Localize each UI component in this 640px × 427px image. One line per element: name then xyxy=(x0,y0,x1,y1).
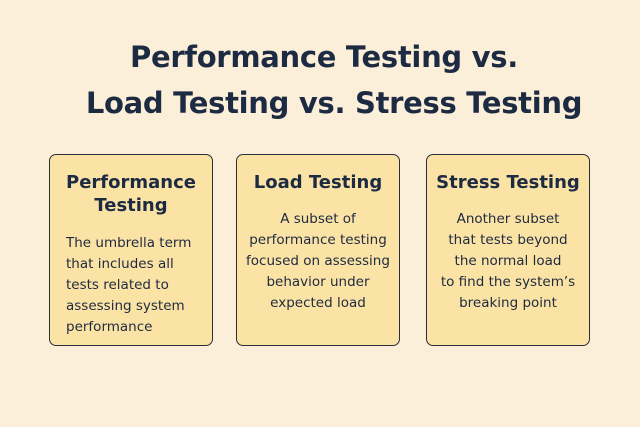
card-title-line: Stress Testing xyxy=(436,172,580,193)
page-title-line-1: Performance Testing vs. xyxy=(130,40,518,74)
card-title-line: Performance xyxy=(66,172,196,193)
card-description-line: tests related to xyxy=(66,277,169,293)
card-description: A subset of performance testing focused … xyxy=(241,209,395,314)
card-title: Stress Testing xyxy=(427,171,589,194)
card-description: The umbrella term that includes all test… xyxy=(66,233,206,338)
card-description-line: The umbrella term xyxy=(66,235,192,251)
card-description-line: that tests beyond xyxy=(448,232,568,248)
card-title-line: Load Testing xyxy=(253,172,383,193)
card-description-line: performance testing xyxy=(249,232,387,248)
card-description-line: breaking point xyxy=(459,295,557,311)
card-load-testing: Load Testing A subset of performance tes… xyxy=(236,154,400,346)
card-description: Another subset that tests beyond the nor… xyxy=(431,209,585,314)
card-title: Load Testing xyxy=(237,171,399,194)
card-description-line: A subset of xyxy=(280,211,356,227)
card-stress-testing: Stress Testing Another subset that tests… xyxy=(426,154,590,346)
card-description-line: focused on assessing xyxy=(246,253,390,269)
card-description-line: to find the system’s xyxy=(440,274,576,290)
card-description-line: behavior under xyxy=(266,274,370,290)
card-description-line: that includes all xyxy=(66,256,174,272)
card-description-line: Another subset xyxy=(456,211,560,227)
card-title: Performance Testing xyxy=(50,171,212,217)
card-performance-testing: Performance Testing The umbrella term th… xyxy=(49,154,213,346)
card-description-line: performance xyxy=(66,319,153,335)
page-title-line-2: Load Testing vs. Stress Testing xyxy=(85,86,583,120)
card-description-line: assessing system xyxy=(66,298,185,314)
card-description-line: expected load xyxy=(270,295,366,311)
card-title-line: Testing xyxy=(94,195,168,216)
card-description-line: the normal load xyxy=(454,253,562,269)
